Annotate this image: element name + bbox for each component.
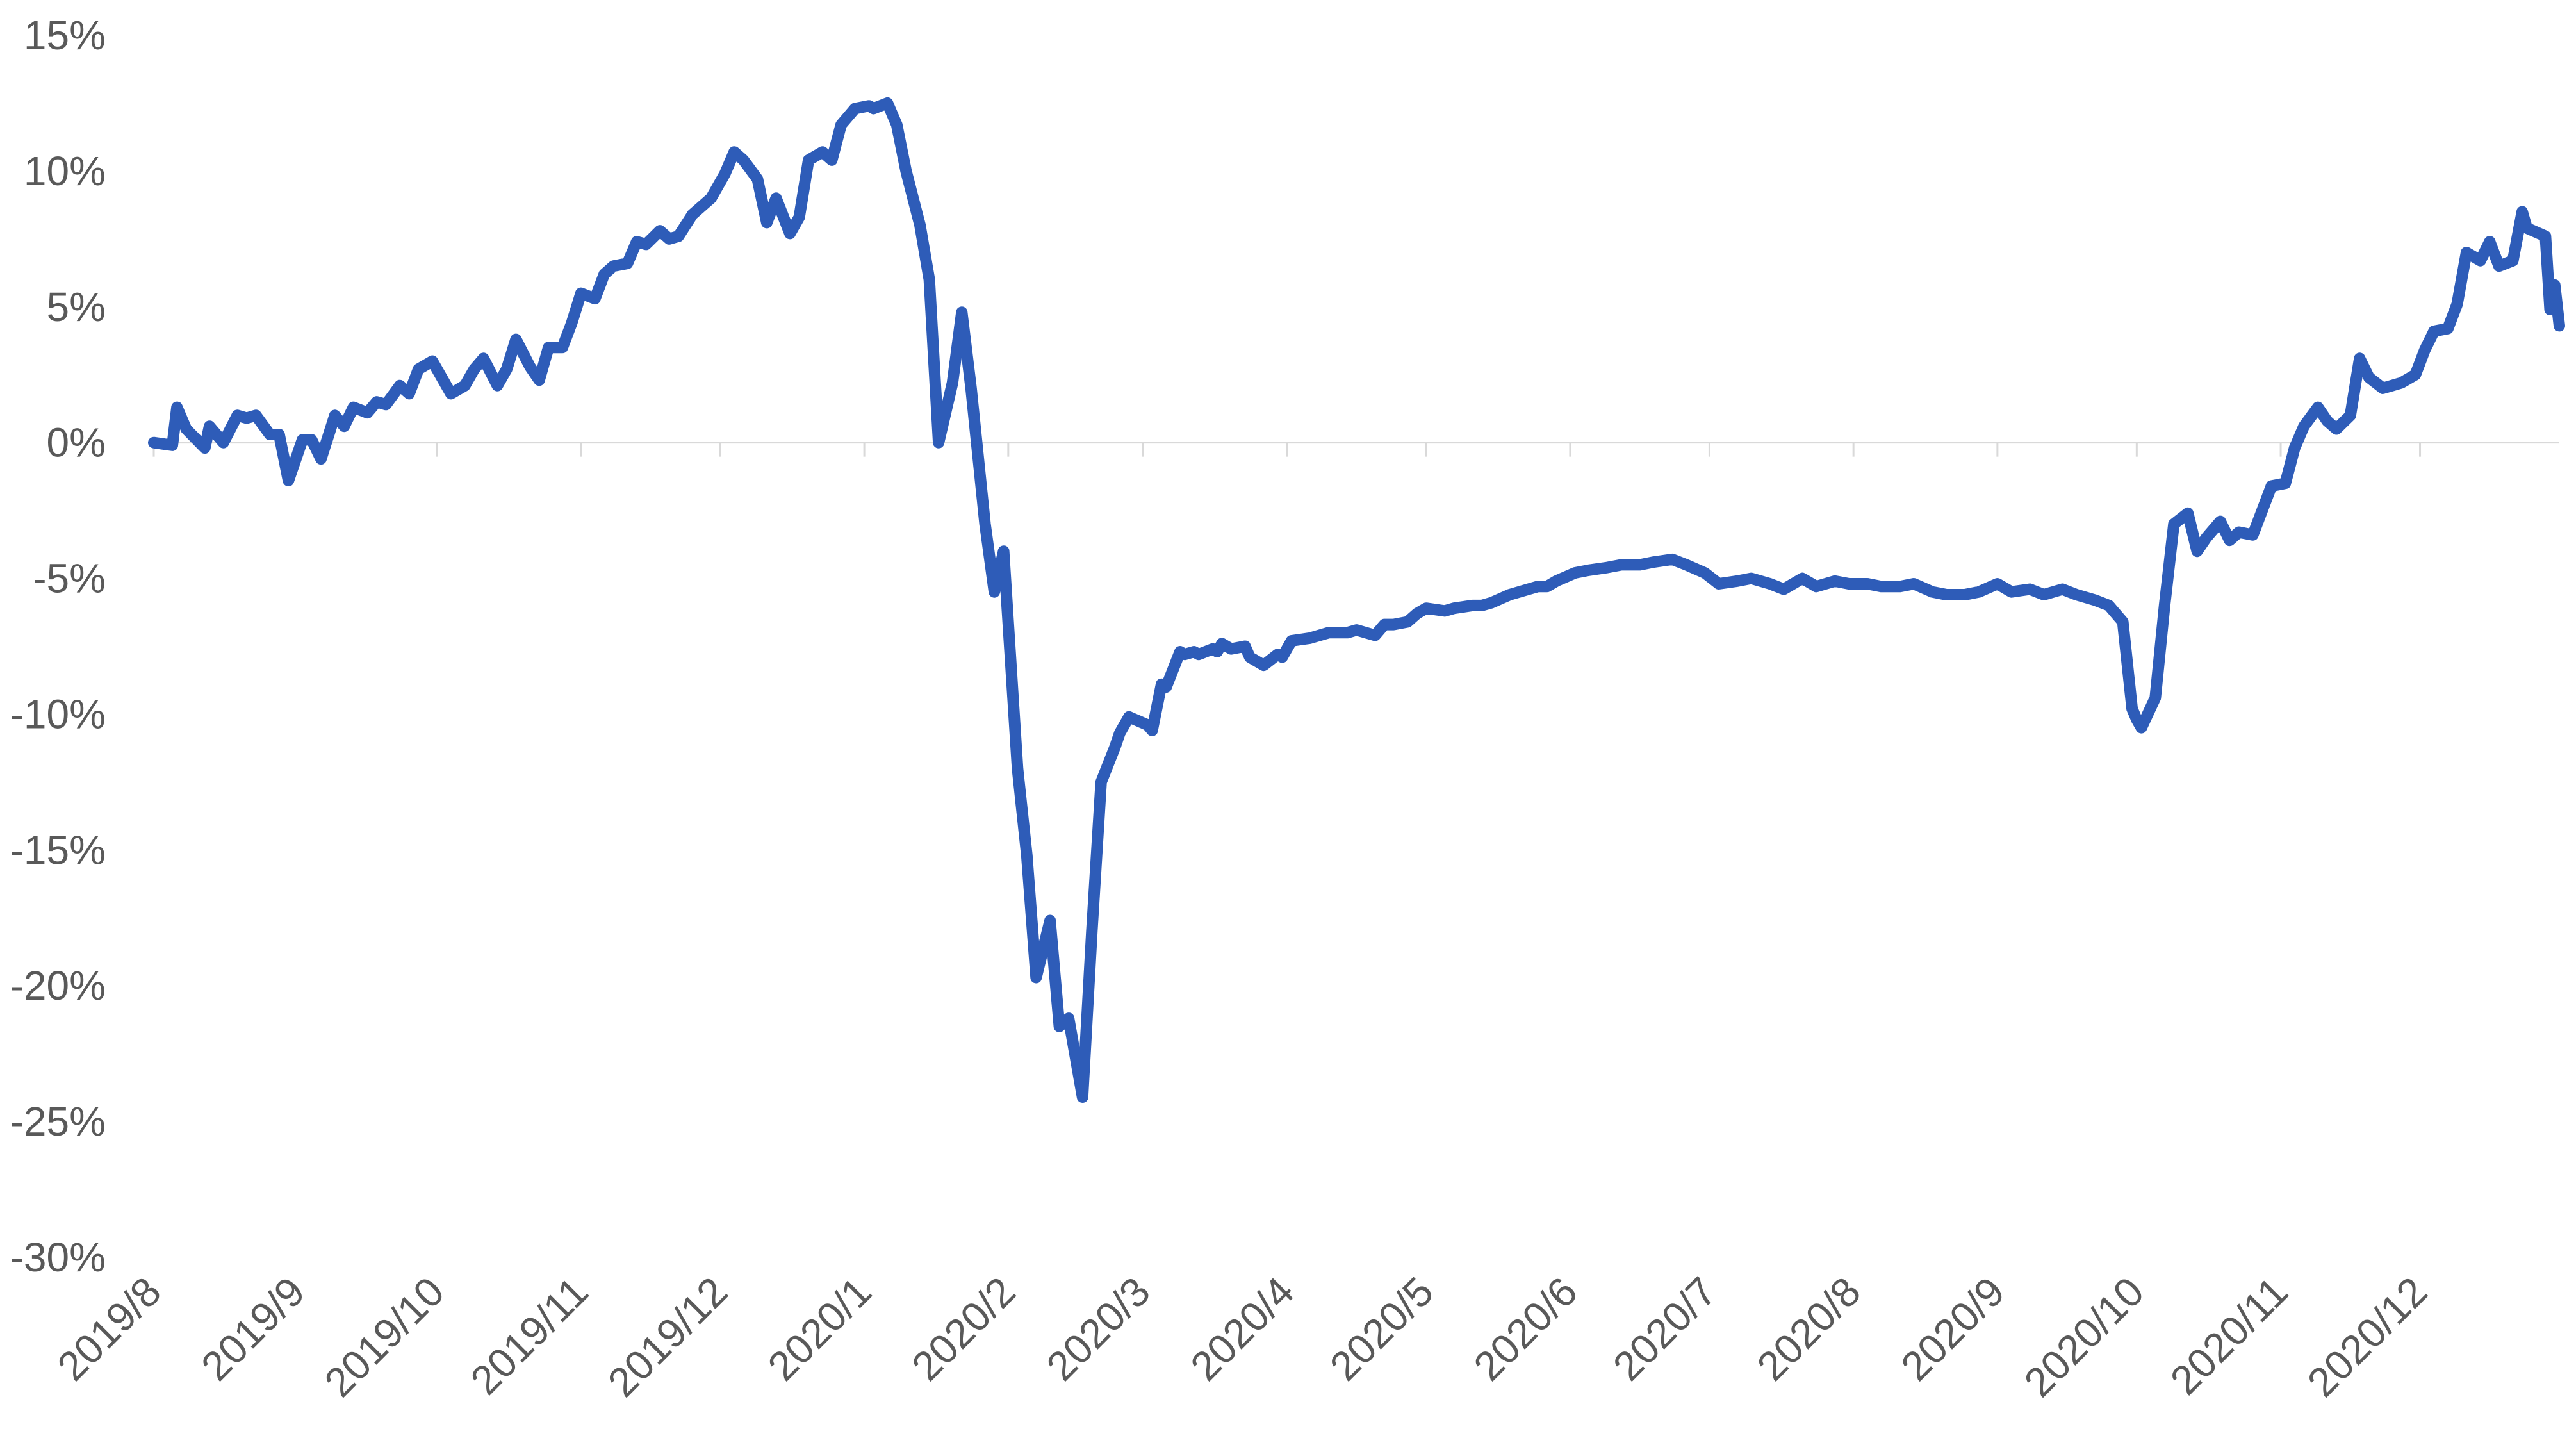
x-tick-label: 2020/3 [1038, 1268, 1159, 1389]
x-tick-label: 2020/11 [2162, 1268, 2297, 1403]
y-tick-label: 0% [47, 420, 106, 466]
x-tick-label: 2020/8 [1748, 1268, 1869, 1389]
x-axis: 2019/8 2019/9 2019/10 2019/11 2019/12 2020/1 2… [49, 442, 2436, 1405]
x-tick-label: 2019/11 [462, 1268, 597, 1403]
y-tick-label: 10% [24, 148, 106, 194]
x-tick-label: 2019/10 [316, 1268, 453, 1405]
x-tick-label: 2020/9 [1892, 1268, 2013, 1389]
x-tick-label: 2019/8 [49, 1268, 170, 1389]
y-tick-label: -30% [10, 1234, 106, 1280]
x-tick-label: 2020/4 [1181, 1268, 1302, 1389]
x-tick-label: 2020/12 [2299, 1268, 2436, 1405]
y-tick-label: -15% [10, 827, 106, 873]
x-tick-label: 2020/10 [2015, 1268, 2153, 1405]
plot-area [148, 97, 2565, 1103]
x-tick-label: 2020/6 [1465, 1268, 1586, 1389]
y-tick-label: 15% [24, 12, 106, 58]
x-tick-label: 2020/5 [1321, 1268, 1442, 1389]
y-tick-label: -20% [10, 963, 106, 1009]
y-tick-label: 5% [47, 284, 106, 330]
y-tick-label: -25% [10, 1098, 106, 1145]
x-tick-label: 2020/7 [1604, 1268, 1725, 1389]
y-tick-label: -5% [33, 556, 106, 602]
x-tick-label: 2019/12 [599, 1268, 736, 1405]
y-axis: 15% 10% 5% 0% -5% -10% -15% -20% -25% -30% [10, 12, 2559, 1280]
x-tick-label: 2019/9 [192, 1268, 313, 1389]
x-tick-label: 2020/1 [759, 1268, 880, 1389]
y-tick-label: -10% [10, 691, 106, 737]
x-tick-label: 2020/2 [903, 1268, 1024, 1389]
series-line-0 [148, 97, 2565, 1103]
